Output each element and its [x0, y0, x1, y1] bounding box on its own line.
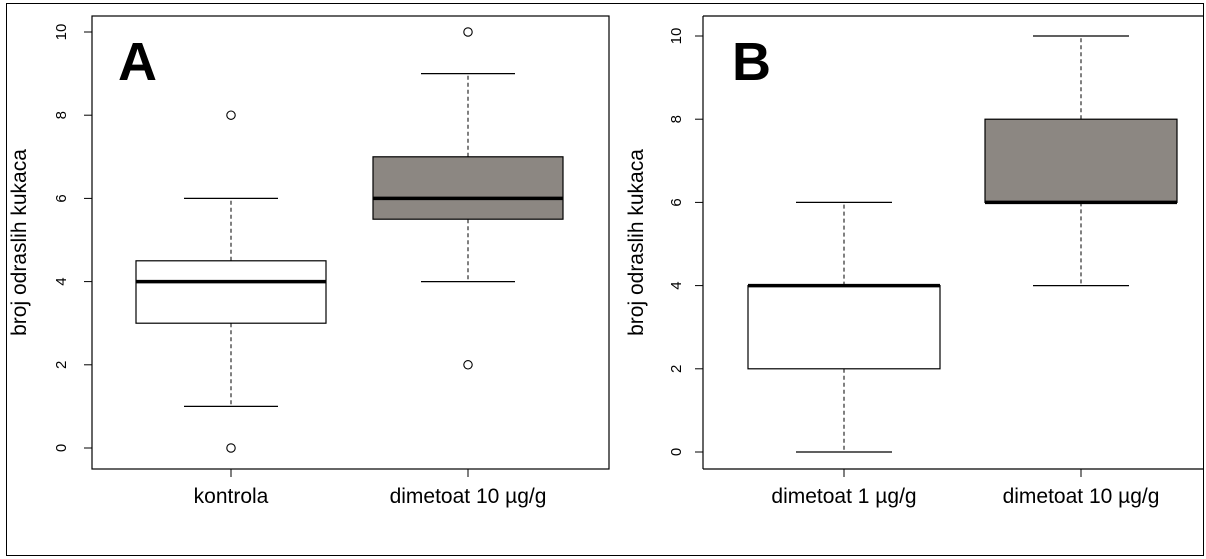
y-tick-label: 6 — [53, 194, 70, 202]
x-category-label: dimetoat 10 µg/g — [390, 485, 547, 508]
figure-frame — [6, 3, 1204, 556]
y-tick-label: 2 — [53, 361, 70, 369]
y-tick-label: 6 — [668, 198, 685, 206]
x-category-label: dimetoat 10 µg/g — [1003, 485, 1160, 508]
outlier-point — [226, 443, 236, 453]
y-tick-label: 10 — [668, 28, 685, 45]
box-iqr — [747, 285, 941, 370]
outlier-point — [463, 360, 473, 370]
y-axis-label: broj odraslih kukaca — [625, 149, 648, 336]
y-tick-label: 4 — [53, 277, 70, 285]
y-tick-label: 4 — [668, 281, 685, 289]
y-tick-label: 8 — [53, 111, 70, 119]
x-category-label: dimetoat 1 µg/g — [771, 485, 916, 508]
box-iqr — [372, 156, 564, 220]
box-1 — [747, 201, 941, 453]
outlier-point — [226, 110, 236, 120]
y-tick-label: 0 — [668, 448, 685, 456]
box-iqr — [984, 118, 1178, 203]
box-2 — [984, 35, 1178, 287]
outlier-point — [463, 27, 473, 37]
plot-area-border — [91, 15, 610, 470]
y-axis-label: broj odraslih kukaca — [8, 149, 31, 336]
box-iqr — [135, 260, 327, 324]
x-category-label: kontrola — [194, 485, 269, 508]
y-tick-label: 2 — [668, 365, 685, 373]
y-tick-label: 0 — [53, 444, 70, 452]
box-2 — [372, 27, 564, 370]
panel-letter: B — [732, 32, 771, 92]
box-1 — [135, 110, 327, 453]
y-tick-label: 8 — [668, 115, 685, 123]
panel-letter: A — [118, 32, 157, 92]
y-tick-label: 10 — [53, 24, 70, 41]
